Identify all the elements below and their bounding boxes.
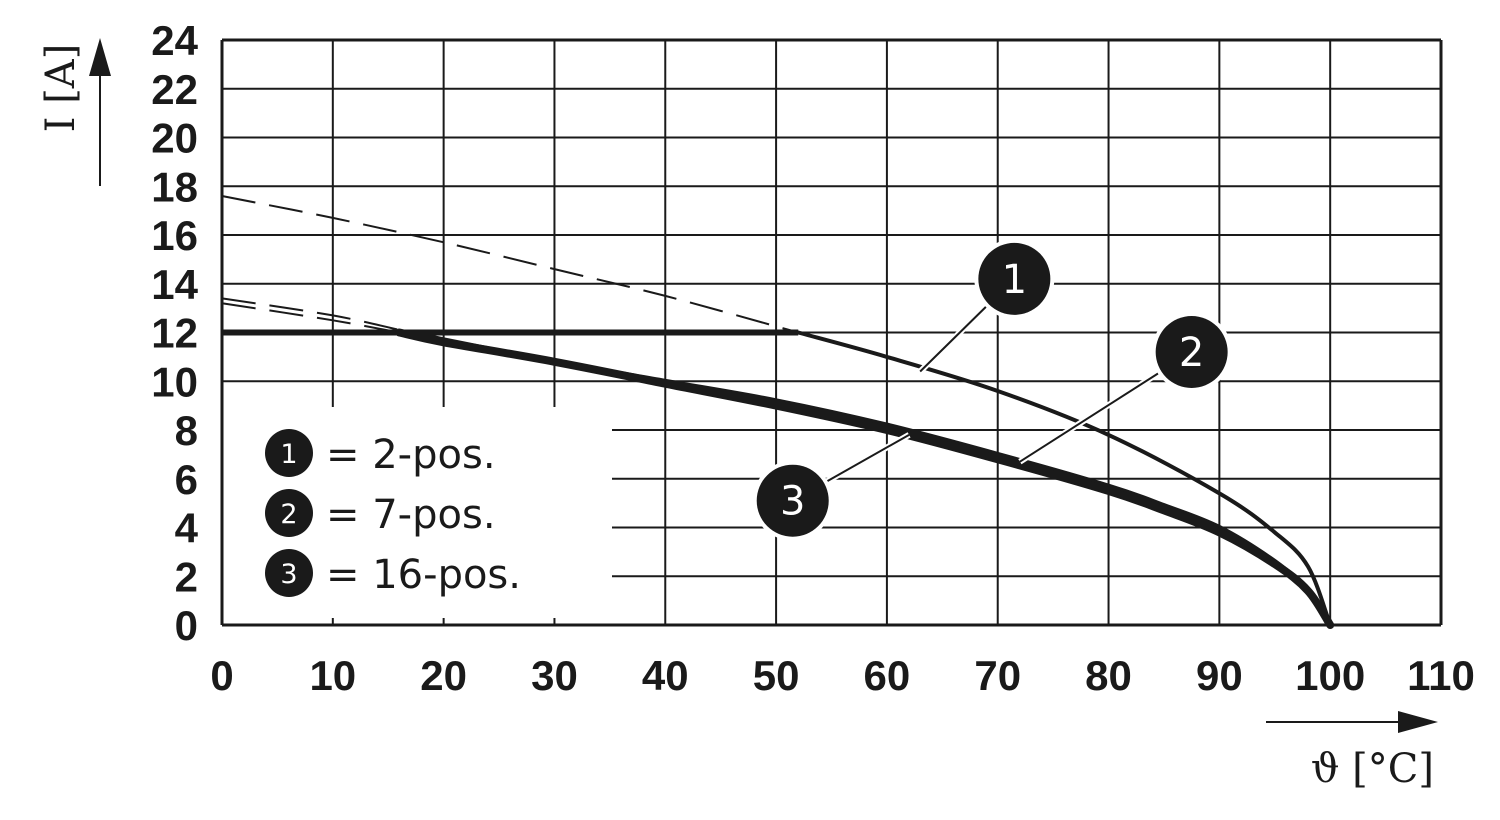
x-tick-label-10: 10 [309,652,356,699]
y-axis-label: I [A] [38,44,84,133]
y-tick-label-12: 12 [151,310,198,357]
x-axis-label: ϑ [°C] [1311,746,1434,792]
legend-marker-3 [265,549,313,597]
x-tick-label-50: 50 [753,652,800,699]
series-3-marker-number: 3 [780,479,805,525]
series-1-leader-line [919,303,990,373]
axis-labels: I [A] ϑ [°C] [38,38,1438,792]
series-3-leader-line [823,434,910,484]
y-tick-label-24: 24 [151,17,198,64]
legend-label-2: = 7-pos. [326,492,496,538]
y-tick-label-18: 18 [151,163,198,210]
x-tick-label-110: 110 [1407,652,1475,699]
series-3-marker [756,464,829,537]
series-2-dashed-extension [221,297,411,334]
y-axis-arrow-head [89,38,111,76]
y-tick-label-14: 14 [151,261,198,308]
tick-labels: 0 10 20 30 40 50 60 70 80 90 100 110024681012141618… [151,17,1475,699]
x-tick-label-80: 80 [1085,652,1132,699]
series-1-marker [978,242,1051,315]
series-2-marker [1155,316,1228,388]
legend-label-3: = 16-pos. [326,552,521,598]
series-2-marker-number: 2 [1179,330,1204,376]
legend-marker-2 [265,489,313,537]
legend: 1 = 2-pos. 2 = 7-pos. 3 = 16-pos. [265,429,521,598]
x-axis-arrow-head [1398,711,1438,733]
y-tick-label-10: 10 [151,358,198,405]
x-tick-label-60: 60 [864,652,911,699]
x-tick-label-90: 90 [1196,652,1243,699]
series-3-curve [395,328,1335,629]
series-1-dashed-extension [221,195,799,334]
x-tick-label-30: 30 [531,652,578,699]
y-tick-label-8: 8 [175,407,198,454]
y-tick-label-4: 4 [175,505,199,552]
legend-marker-number-1: 1 [280,439,297,470]
y-tick-label-0: 0 [175,602,198,649]
y-tick-label-2: 2 [175,553,198,600]
series-1-marker-number: 1 [1002,257,1027,303]
x-tick-label-70: 70 [974,652,1021,699]
legend-marker-1 [265,429,313,477]
x-tick-label-0: 0 [210,652,233,699]
x-tick-label-100: 100 [1295,652,1365,699]
x-tick-label-40: 40 [642,652,689,699]
curves: 1 2 3 [221,195,1335,629]
x-tick-label-20: 20 [420,652,467,699]
y-tick-label-20: 20 [151,115,198,162]
legend-marker-number-2: 2 [280,499,297,530]
y-tick-label-16: 16 [151,212,198,259]
legend-marker-number-3: 3 [280,559,297,590]
legend-label-1: = 2-pos. [326,432,496,478]
y-tick-label-6: 6 [175,456,198,503]
series-1-curve [796,330,1333,627]
series-2-leader-line [1019,370,1162,463]
y-tick-label-22: 22 [151,66,198,113]
series-3-dashed-extension [221,302,400,334]
